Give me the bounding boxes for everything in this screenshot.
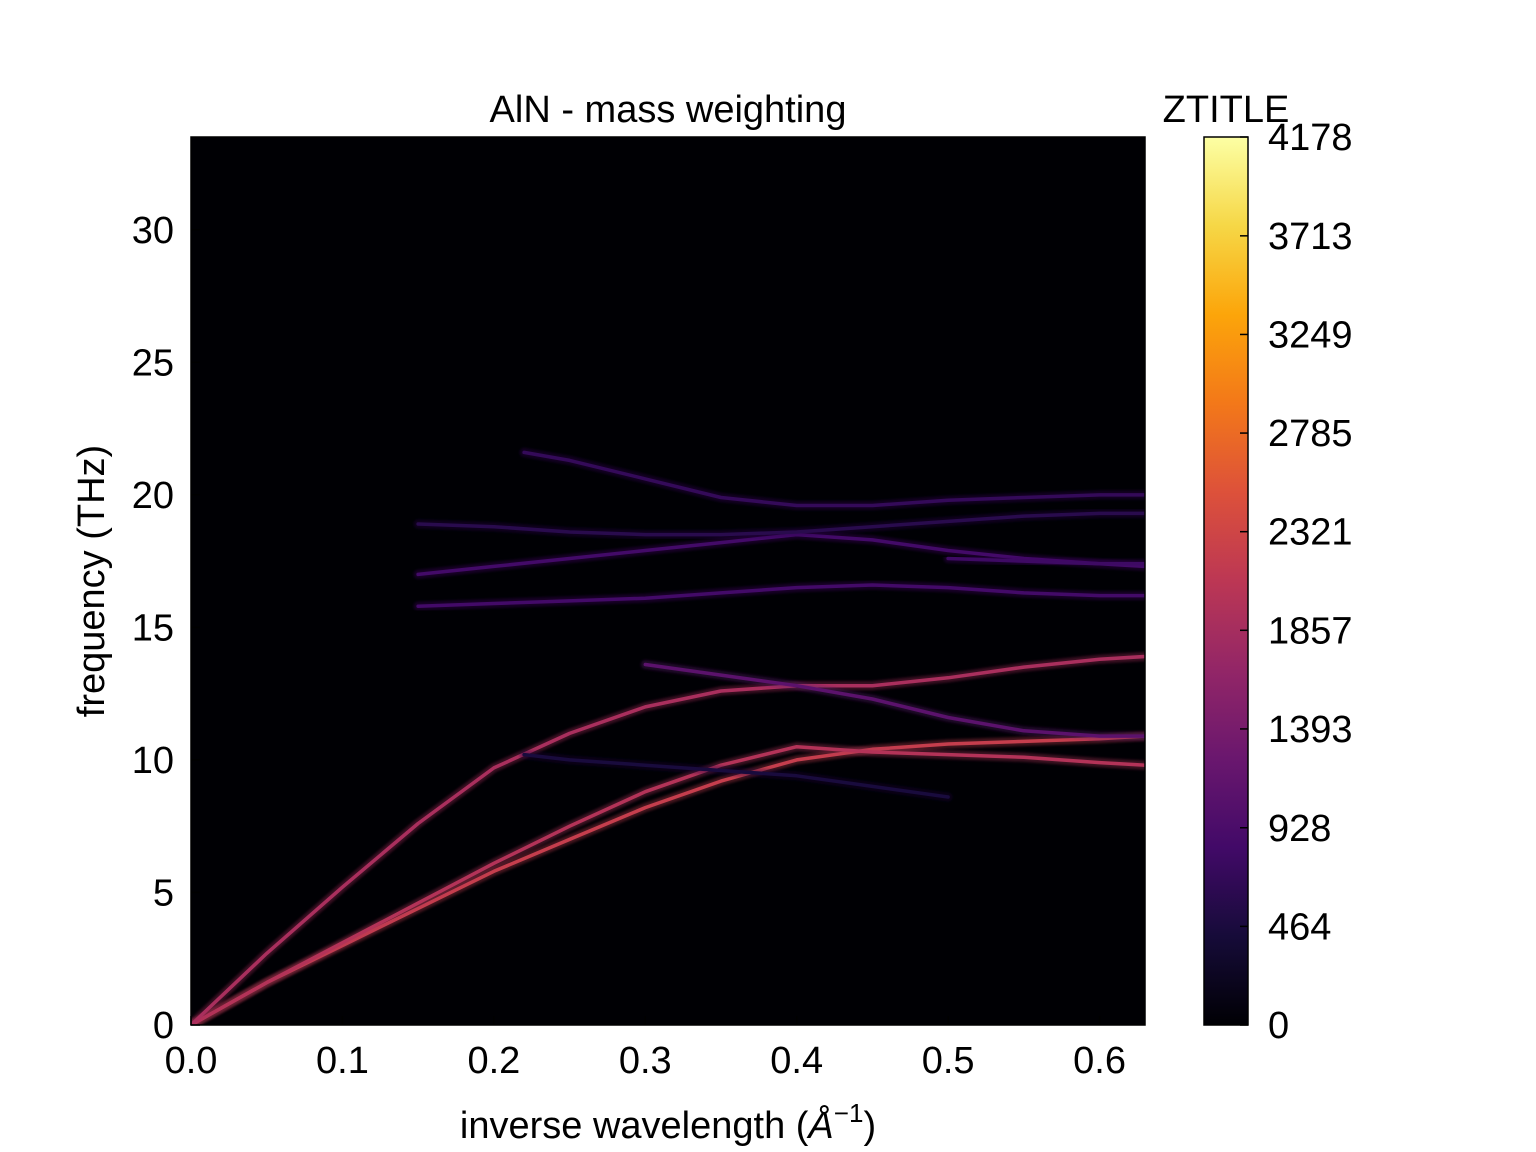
x-tick-label: 0.6: [1073, 1040, 1126, 1082]
y-axis-ticks: 0 5 10 15 20 25 30: [132, 210, 200, 1047]
branch-10: [946, 556, 1145, 566]
colorbar-tick-label: 928: [1268, 808, 1331, 850]
colorbar-tick-label: 2785: [1268, 413, 1353, 455]
dispersion-branches: [191, 447, 1145, 1025]
plot-frame: [190, 136, 1146, 1026]
x-tick-label: 0.3: [619, 1040, 672, 1082]
x-tick-label: 0.4: [770, 1040, 823, 1082]
y-tick-label: 0: [153, 1005, 174, 1047]
colorbar-tick-label: 2321: [1268, 512, 1353, 554]
x-tick-label: 0.5: [922, 1040, 975, 1082]
x-axis-unit-exponent: −1: [834, 1098, 864, 1128]
colorbar-tick-label: 0: [1268, 1005, 1289, 1047]
branch-4: [643, 662, 1145, 738]
colorbar-title: ZTITLE: [1163, 89, 1290, 131]
y-tick-label: 5: [153, 872, 174, 914]
colorbar-tick-label: 3713: [1268, 216, 1353, 258]
x-axis-ticks: 0.0 0.1 0.2 0.3 0.4 0.5 0.6: [165, 1016, 1126, 1082]
x-axis-label: inverse wavelength (Å−1): [460, 1098, 876, 1147]
y-tick-label: 10: [132, 740, 174, 782]
y-tick-label: 25: [132, 342, 174, 384]
x-axis-label-close: ): [863, 1105, 876, 1147]
colorbar-tick-label: 3249: [1268, 314, 1353, 356]
branch-9: [522, 450, 1145, 508]
y-axis-label: frequency (THz): [71, 445, 113, 717]
colorbar-tick-label: 464: [1268, 906, 1331, 948]
branch-6: [416, 583, 1145, 608]
branch-5: [522, 752, 950, 799]
y-tick-label: 20: [132, 475, 174, 517]
chart-title: AlN - mass weighting: [490, 89, 847, 131]
colorbar: [1203, 136, 1249, 1026]
branch-8: [416, 511, 1145, 537]
colorbar-tick-label: 4178: [1268, 117, 1353, 159]
colorbar-tick-label: 1393: [1268, 709, 1353, 751]
x-tick-label: 0.2: [467, 1040, 520, 1082]
y-tick-label: 15: [132, 607, 174, 649]
x-axis-unit-base: Å: [806, 1103, 833, 1147]
x-axis-label-text: inverse wavelength (: [460, 1105, 809, 1147]
x-tick-label: 0.1: [316, 1040, 369, 1082]
colorbar-ticks: 0 464 928 1393 1857 2321 2785 3249 3713 4178: [1240, 117, 1353, 1047]
branch-2: [191, 744, 1145, 1025]
x-tick-label: 0.0: [165, 1040, 218, 1082]
colorbar-tick-label: 1857: [1268, 610, 1353, 652]
branch-3: [191, 654, 1145, 1025]
y-tick-label: 30: [132, 210, 174, 252]
